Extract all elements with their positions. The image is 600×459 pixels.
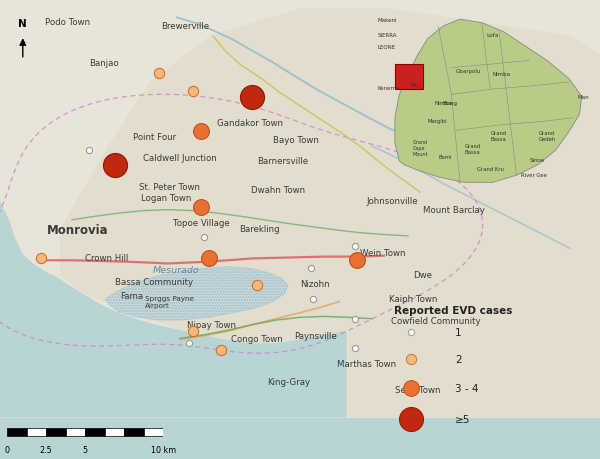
Text: Makeni: Makeni [377, 18, 397, 23]
Point [407, 356, 416, 363]
Text: ≥5: ≥5 [455, 414, 470, 424]
Text: Congo Town: Congo Town [231, 334, 283, 343]
Text: Fama: Fama [120, 291, 143, 301]
Text: Bassa Community: Bassa Community [115, 278, 193, 287]
Point [196, 129, 206, 136]
Point [350, 315, 360, 323]
Text: Reported EVD cases: Reported EVD cases [394, 306, 512, 316]
Bar [85, 428, 105, 436]
Text: Paynsville: Paynsville [294, 331, 337, 341]
Text: Seya Town: Seya Town [395, 385, 440, 394]
Text: LEONE: LEONE [377, 45, 395, 50]
Point [308, 296, 318, 303]
Text: Monrovia: Monrovia [47, 224, 109, 237]
Point [306, 265, 316, 272]
Text: Topoe Village: Topoe Village [173, 218, 230, 227]
Point [188, 88, 198, 95]
Text: Grand
Gedeh: Grand Gedeh [538, 131, 556, 142]
Point [407, 415, 416, 422]
Text: Point Four: Point Four [133, 133, 176, 142]
Point [407, 384, 416, 392]
Text: Podo Town: Podo Town [45, 17, 90, 27]
Point [204, 254, 214, 262]
Bar [7, 428, 27, 436]
Polygon shape [395, 20, 582, 183]
Point [188, 328, 198, 335]
Text: Dwahn Town: Dwahn Town [251, 186, 305, 195]
Text: 3 - 4: 3 - 4 [455, 383, 479, 393]
Text: Bomi: Bomi [439, 154, 452, 159]
Text: Man: Man [577, 95, 589, 100]
Text: 1: 1 [455, 327, 462, 337]
Point [247, 94, 257, 101]
Text: Grand
Bassa: Grand Bassa [490, 131, 507, 142]
Text: Banjao: Banjao [89, 59, 118, 68]
Text: 2.5: 2.5 [40, 445, 53, 454]
Point [196, 204, 206, 211]
Point [350, 344, 360, 352]
Text: 10 km: 10 km [151, 445, 176, 454]
Point [184, 340, 194, 347]
Text: Brewerville: Brewerville [161, 22, 209, 31]
Text: Kaiph Town: Kaiph Town [389, 295, 437, 304]
Text: Crown Hill: Crown Hill [85, 253, 128, 263]
Text: Mount Barclay: Mount Barclay [423, 206, 485, 215]
Text: Sinoe: Sinoe [530, 158, 545, 163]
Text: Nimba: Nimba [434, 101, 452, 106]
Bar [144, 428, 163, 436]
Text: Barekling: Barekling [239, 224, 280, 233]
Text: Cowfield Community: Cowfield Community [391, 316, 481, 325]
Text: 5: 5 [83, 445, 88, 454]
Text: Wein Town: Wein Town [360, 249, 406, 258]
Point [352, 257, 362, 264]
Text: Gbarpolu: Gbarpolu [456, 68, 481, 73]
Text: Johnsonville: Johnsonville [366, 196, 418, 206]
Point [350, 243, 360, 251]
Bar [66, 428, 85, 436]
Point [154, 70, 164, 77]
Text: 0: 0 [5, 445, 10, 454]
Text: Barnersville: Barnersville [257, 157, 308, 166]
Text: King-Gray: King-Gray [267, 377, 310, 386]
Text: Logan Town: Logan Town [141, 194, 191, 203]
Text: Sprggs Payne
Airport: Sprggs Payne Airport [145, 296, 194, 308]
Text: Grand
Bassa: Grand Bassa [464, 144, 481, 154]
Text: Marthas Town: Marthas Town [337, 359, 397, 368]
Text: Kenema: Kenema [377, 86, 400, 91]
Text: Nipay Town: Nipay Town [187, 320, 236, 330]
Point [407, 329, 416, 336]
Text: SIERRA: SIERRA [377, 33, 397, 38]
Text: Bayo Town: Bayo Town [273, 135, 319, 145]
Text: Nimba: Nimba [493, 72, 511, 77]
Text: Caldwell Junction: Caldwell Junction [143, 154, 217, 163]
Text: Mesurado: Mesurado [153, 265, 200, 274]
Text: Grand
Cape
Mount: Grand Cape Mount [412, 140, 428, 157]
Polygon shape [0, 202, 347, 418]
Text: River Gee: River Gee [521, 172, 547, 177]
Point [36, 254, 46, 262]
Text: Lofa: Lofa [486, 33, 499, 38]
Polygon shape [60, 9, 600, 418]
Polygon shape [105, 267, 288, 320]
Text: Bong: Bong [443, 101, 458, 106]
Text: Grand Kru: Grand Kru [478, 167, 505, 172]
Bar [395, 65, 423, 90]
Point [252, 282, 262, 289]
Bar [105, 428, 124, 436]
Point [84, 147, 94, 154]
Point [216, 346, 226, 353]
Point [110, 162, 120, 169]
Bar [27, 428, 46, 436]
Text: St. Peter Town: St. Peter Town [139, 183, 200, 192]
Point [199, 234, 209, 241]
Bar [124, 428, 144, 436]
Text: Dwe: Dwe [413, 271, 432, 280]
Text: Nizohn: Nizohn [300, 279, 329, 288]
Text: Gandakor Town: Gandakor Town [217, 118, 283, 128]
Bar [46, 428, 66, 436]
Text: 2: 2 [455, 354, 462, 364]
Text: Margibi: Margibi [427, 118, 447, 123]
Text: Mo...: Mo... [410, 83, 422, 88]
Text: N: N [19, 18, 27, 28]
